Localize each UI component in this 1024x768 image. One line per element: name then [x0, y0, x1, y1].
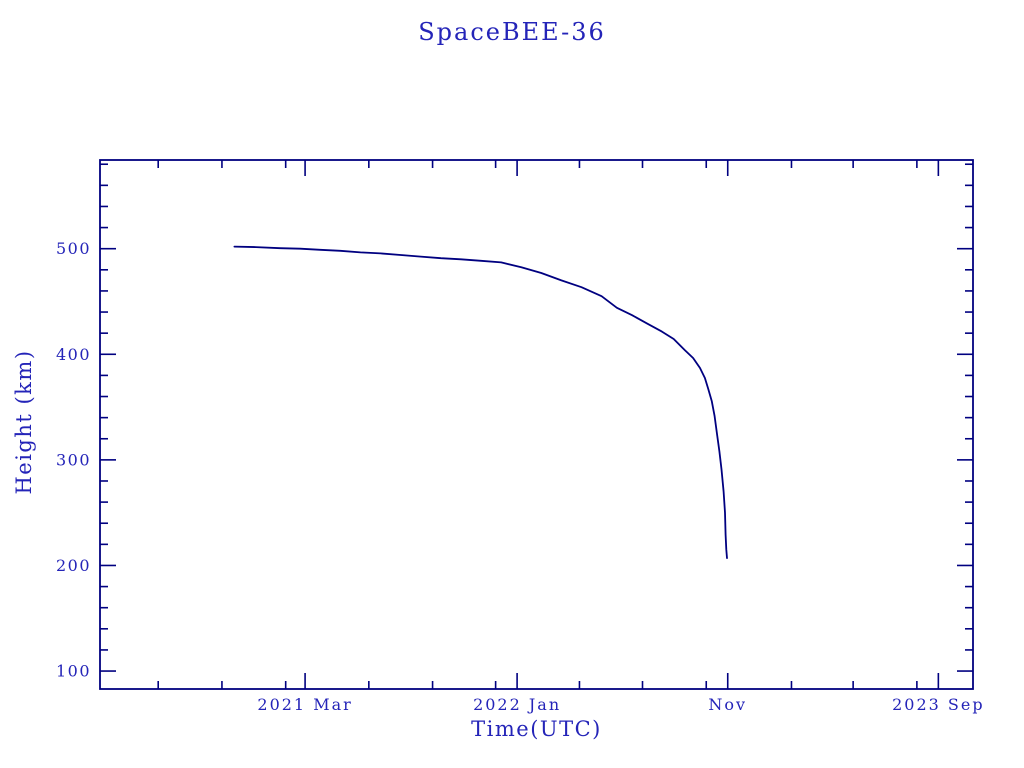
- y-tick-label: 500: [56, 239, 91, 258]
- chart-title: SpaceBEE-36: [418, 18, 606, 46]
- y-tick-label: 400: [56, 345, 91, 364]
- x-tick-label: Nov: [708, 695, 747, 714]
- decay-curve: [233, 245, 728, 559]
- x-axis-label: Time(UTC): [471, 717, 602, 741]
- y-tick-label: 300: [56, 450, 91, 469]
- plot-frame: [99, 159, 974, 690]
- x-tick-label: 2022 Jan: [473, 695, 561, 714]
- x-tick-label: 2021 Mar: [257, 695, 352, 714]
- x-tick-label: 2023 Sep: [892, 695, 984, 714]
- y-tick-label: 100: [56, 662, 91, 681]
- y-tick-label: 200: [56, 556, 91, 575]
